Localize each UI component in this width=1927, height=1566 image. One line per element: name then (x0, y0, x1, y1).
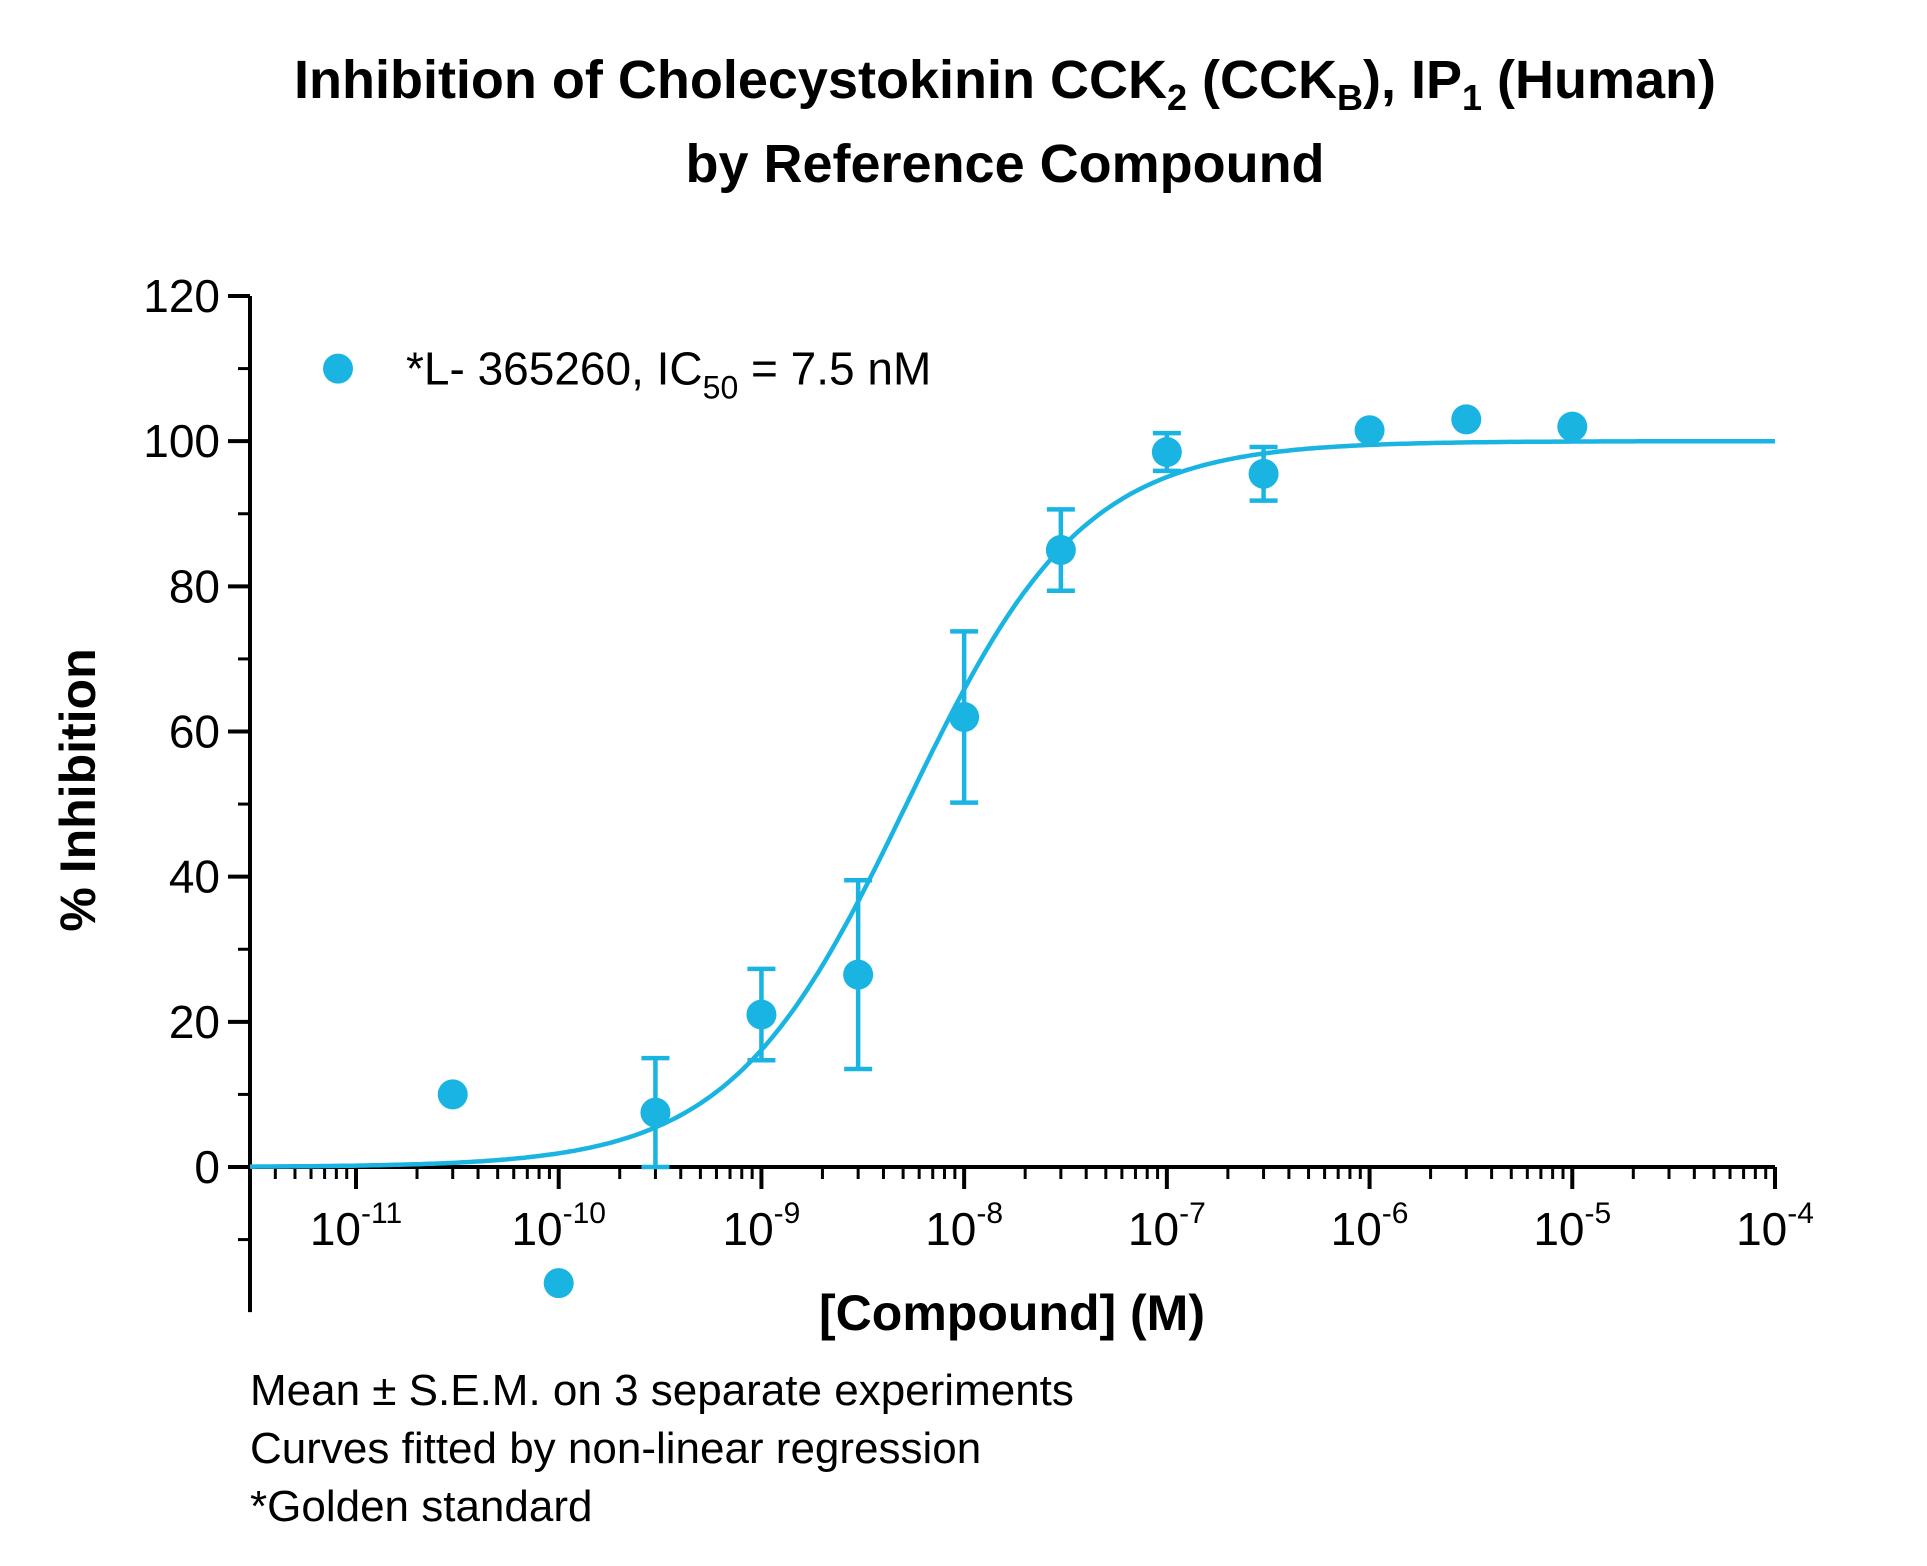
data-point (1354, 415, 1385, 446)
x-tick-label: 10-8 (925, 1197, 1003, 1255)
data-point (1557, 411, 1588, 442)
data-point (1451, 404, 1482, 435)
data-point (437, 1079, 468, 1110)
x-axis-title: [Compound] (M) (819, 1285, 1205, 1341)
data-point (843, 959, 874, 990)
data-point (1151, 437, 1182, 468)
x-tick-label: 10-9 (722, 1197, 800, 1255)
axes: 0 20 40 60 80 100 120 10-11 10-10 10-9 10-8 10-7 10-… (143, 270, 1814, 1313)
x-tick-label: 10-6 (1331, 1197, 1409, 1255)
y-tick-label: 40 (169, 851, 220, 903)
chart-title-line-2: by Reference Compound (685, 134, 1325, 194)
y-tick-label: 120 (143, 270, 220, 322)
footnotes: Mean ± S.E.M. on 3 separate experiments … (250, 1362, 1074, 1536)
legend: *L- 365260, IC50 = 7.5 nM (323, 343, 931, 406)
data-point (949, 701, 980, 732)
y-tick-label: 20 (169, 996, 220, 1048)
y-tick-label: 0 (194, 1141, 220, 1193)
data-point (1248, 458, 1279, 489)
y-tick-label: 80 (169, 560, 220, 612)
x-tick-label: 10-5 (1533, 1197, 1611, 1255)
data-point (746, 999, 777, 1030)
footnote-1: Mean ± S.E.M. on 3 separate experiments (250, 1366, 1074, 1415)
legend-marker (323, 353, 353, 384)
x-tick-label: 10-10 (511, 1197, 606, 1255)
x-tick-label: 10-4 (1736, 1197, 1814, 1255)
y-axis-title: % Inhibition (50, 648, 106, 931)
y-tick-label: 100 (143, 415, 220, 467)
fit-curve-layer (250, 438, 1775, 1169)
footnote-2: Curves fitted by non-linear regression (250, 1424, 982, 1473)
fit-curve (250, 438, 1775, 1169)
y-tick-label: 60 (169, 706, 220, 758)
chart-title: Inhibition of Cholecystokinin CCK2 (CCKB… (0, 38, 1927, 206)
legend-label: *L- 365260, IC50 = 7.5 nM (406, 343, 931, 406)
chart-title-line-1: Inhibition of Cholecystokinin CCK2 (CCKB… (293, 50, 1716, 118)
data-points-layer (437, 404, 1588, 1299)
footnote-3: *Golden standard (250, 1482, 593, 1531)
x-tick-label: 10-11 (310, 1197, 402, 1255)
data-point (640, 1097, 671, 1128)
data-point (1045, 535, 1076, 566)
x-tick-label: 10-7 (1128, 1197, 1206, 1255)
data-point (543, 1268, 574, 1299)
